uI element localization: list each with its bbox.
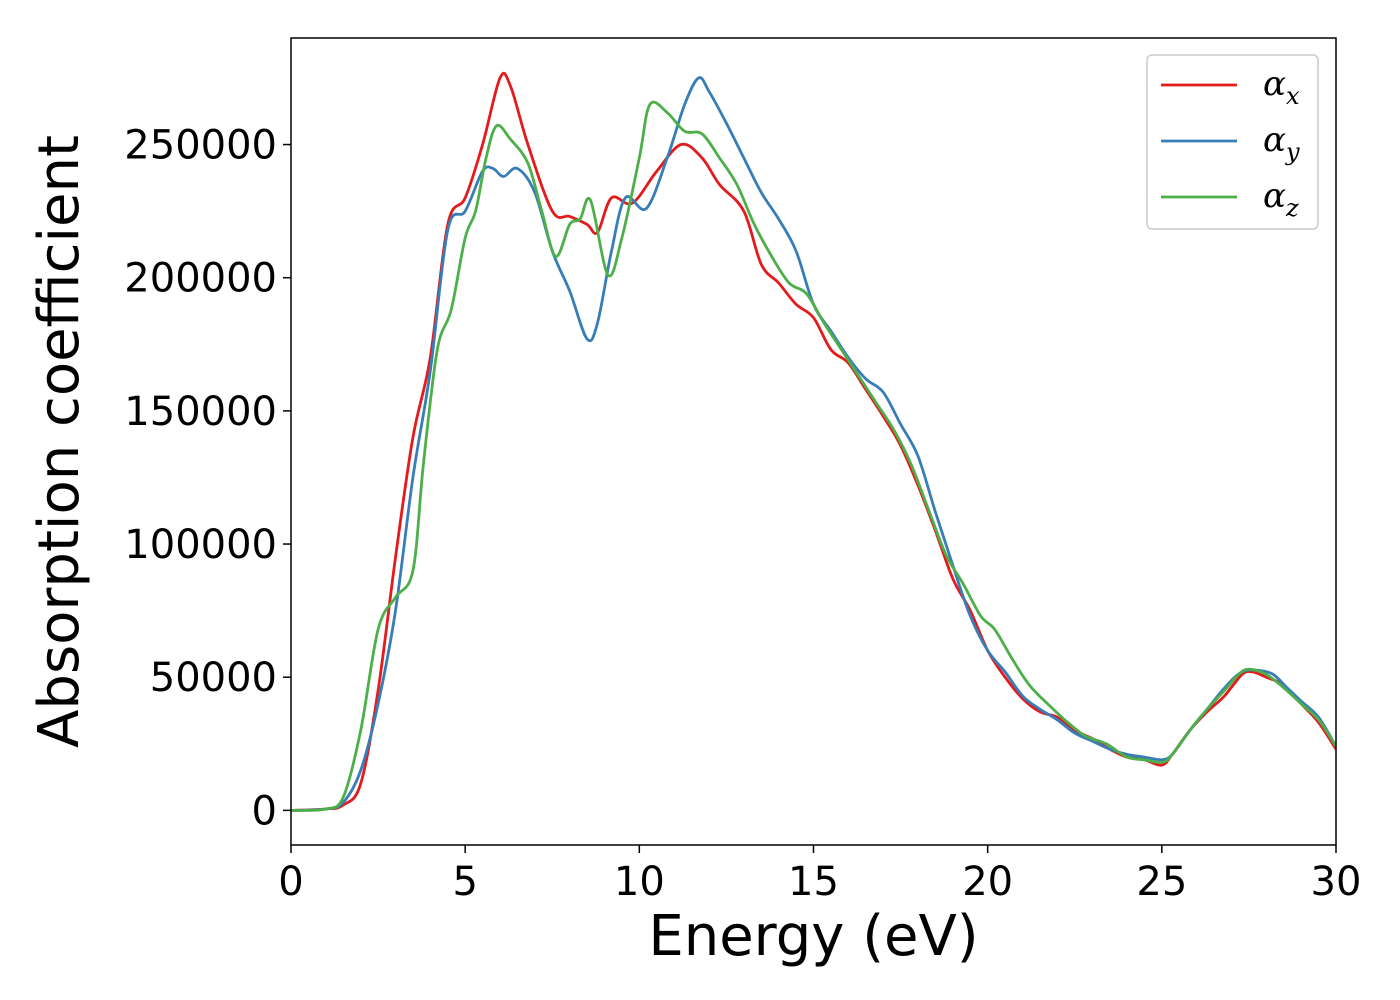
x-tick-label: 30 <box>1311 859 1362 905</box>
y-axis-ticks: 0 50000 100000 150000 200000 250000 <box>124 123 291 834</box>
y-tick-label: 200000 <box>124 256 277 302</box>
x-tick-label: 0 <box>278 859 303 905</box>
y-tick-label: 250000 <box>124 123 277 169</box>
x-axis-ticks: 0 5 10 15 20 25 30 <box>278 845 1361 905</box>
x-tick-label: 15 <box>788 859 839 905</box>
x-axis-title: Energy (eV) <box>648 904 978 969</box>
series-layer <box>291 71 1336 812</box>
x-tick-label: 10 <box>614 859 665 905</box>
y-tick-label: 150000 <box>124 389 277 435</box>
x-tick-label: 25 <box>1136 859 1187 905</box>
x-tick-label: 5 <box>452 859 477 905</box>
y-tick-label: 50000 <box>150 655 277 701</box>
series-line-z <box>291 100 1336 812</box>
x-tick-label: 20 <box>962 859 1013 905</box>
y-tick-label: 100000 <box>124 522 277 568</box>
y-axis-title: Absorption coefficient <box>27 135 92 748</box>
y-tick-label: 0 <box>252 788 277 834</box>
